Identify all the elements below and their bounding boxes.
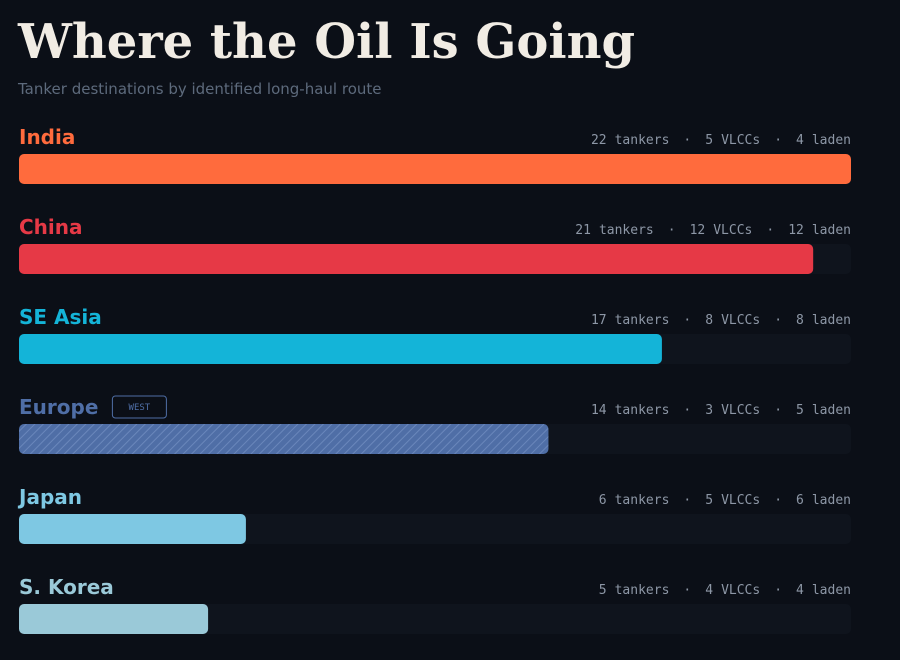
separator: · <box>683 583 691 598</box>
stats: 17 tankers · 8 VLCCs · 8 laden <box>591 313 851 328</box>
stat-unit: VLCCs <box>721 313 760 328</box>
stat-unit: tankers <box>615 313 670 328</box>
separator: · <box>774 403 782 418</box>
separator: · <box>774 493 782 508</box>
stat-unit: laden <box>812 223 851 238</box>
category-label: Europe <box>19 395 98 419</box>
stat-value: 5 <box>705 133 713 148</box>
stats: 5 tankers · 4 VLCCs · 4 laden <box>599 583 851 598</box>
stats: 6 tankers · 5 VLCCs · 6 laden <box>599 493 851 508</box>
stat-unit: tankers <box>615 583 670 598</box>
stat-value: 14 <box>591 403 607 418</box>
separator: · <box>766 223 774 238</box>
stat-value: 21 <box>575 223 591 238</box>
category-label: India <box>19 125 75 149</box>
stat-value: 4 <box>796 583 804 598</box>
stat-unit: laden <box>812 403 851 418</box>
stat-unit: tankers <box>615 403 670 418</box>
stat-unit: VLCCs <box>721 133 760 148</box>
badge <box>111 395 167 419</box>
stat-value: 5 <box>599 583 607 598</box>
stat-value: 6 <box>796 493 804 508</box>
bar <box>19 424 549 454</box>
separator: · <box>683 493 691 508</box>
bar <box>19 604 209 634</box>
category-label: S. Korea <box>19 575 114 599</box>
stat-value: 4 <box>796 133 804 148</box>
stat-unit: laden <box>812 313 851 328</box>
stat-unit: VLCCs <box>721 403 760 418</box>
stat-value: 8 <box>796 313 804 328</box>
bar-track <box>19 604 851 634</box>
stat-unit: VLCCs <box>721 583 760 598</box>
separator: · <box>683 133 691 148</box>
separator: · <box>668 223 676 238</box>
separator: · <box>683 403 691 418</box>
stat-unit: laden <box>812 583 851 598</box>
stat-value: 5 <box>705 493 713 508</box>
stat-value: 6 <box>599 493 607 508</box>
stat-value: 8 <box>705 313 713 328</box>
stat-unit: tankers <box>599 223 654 238</box>
category-label: SE Asia <box>19 305 102 329</box>
stat-unit: VLCCs <box>721 493 760 508</box>
stat-unit: VLCCs <box>713 223 752 238</box>
separator: · <box>774 133 782 148</box>
separator: · <box>774 583 782 598</box>
chart-title: Where the Oil Is Going <box>17 14 635 70</box>
stat-unit: tankers <box>615 493 670 508</box>
bar <box>19 514 246 544</box>
bar <box>19 334 662 364</box>
chart-subtitle: Tanker destinations by identified long-h… <box>17 80 382 98</box>
stat-unit: laden <box>812 493 851 508</box>
stats: 21 tankers · 12 VLCCs · 12 laden <box>575 223 851 238</box>
stat-value: 3 <box>705 403 713 418</box>
bar <box>19 244 814 274</box>
bar <box>19 154 851 184</box>
stats: 14 tankers · 3 VLCCs · 5 laden <box>591 403 851 418</box>
stats: 22 tankers · 5 VLCCs · 4 laden <box>591 133 851 148</box>
badge-label: WEST <box>129 403 151 413</box>
stat-value: 4 <box>705 583 713 598</box>
stat-value: 12 <box>788 223 804 238</box>
stat-value: 17 <box>591 313 607 328</box>
stat-value: 22 <box>591 133 607 148</box>
stat-value: 12 <box>690 223 706 238</box>
category-label: Japan <box>17 485 82 509</box>
separator: · <box>774 313 782 328</box>
category-label: China <box>19 215 83 239</box>
stat-unit: tankers <box>615 133 670 148</box>
stat-unit: laden <box>812 133 851 148</box>
separator: · <box>683 313 691 328</box>
stat-value: 5 <box>796 403 804 418</box>
